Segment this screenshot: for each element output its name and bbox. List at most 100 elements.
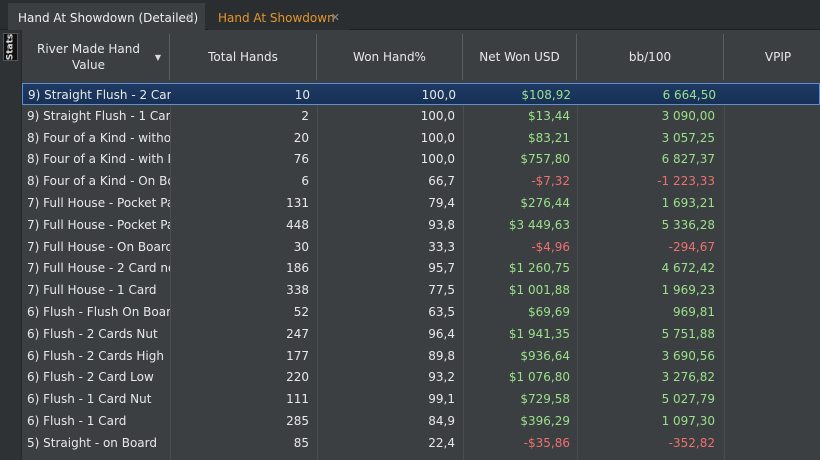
close-icon[interactable]: ✕	[330, 11, 340, 24]
sort-down-icon[interactable]: ▼	[154, 53, 161, 62]
tab-label: Hand At Showdown (Detailed)	[18, 10, 199, 25]
table-row[interactable]: 6) Flush - 2 Card Low 220 93,2 $1 076,80 3 2…	[22, 366, 820, 388]
bb-100-cell: 1 097,30	[661, 414, 715, 428]
net-won-cell: $13,44	[528, 108, 570, 123]
won-hand-pct-cell: 84,9	[428, 414, 455, 428]
total-hands-cell: 220	[286, 370, 309, 385]
column-header-bb-100[interactable]: bb/100	[577, 34, 724, 80]
total-hands-cell: 448	[286, 217, 309, 232]
net-won-cell: $3 449,63	[508, 217, 570, 232]
hand-value-cell: 8) Four of a Kind - with Pocket Pair	[27, 152, 170, 167]
bb-100-cell: -352,82	[668, 435, 715, 450]
bb-100-cell: 5 751,88	[661, 326, 715, 341]
net-won-cell: $936,64	[520, 348, 570, 363]
hand-value-cell: 6) Flush - 1 Card	[27, 414, 127, 428]
hand-value-cell: 6) Flush - 2 Cards Nut	[27, 326, 158, 341]
column-header-total-hands[interactable]: Total Hands	[170, 34, 317, 80]
table-row[interactable]: 6) Flush - Flush On Board 52 63,5 $69,69 969…	[22, 301, 820, 323]
table-row[interactable]: 8) Four of a Kind - with Pocket Pair 76 10…	[22, 148, 820, 170]
won-hand-pct-cell: 66,7	[428, 174, 455, 189]
table-row[interactable]: 6) Flush - 2 Cards High 177 89,8 $936,64 3 6…	[22, 345, 820, 367]
net-won-cell: $396,29	[520, 414, 570, 428]
won-hand-pct-cell: 100,0	[420, 130, 455, 145]
table-header: River Made Hand Value ▼ Total Hands Won …	[22, 34, 820, 80]
column-header-won-hand-pct[interactable]: Won Hand%	[317, 34, 463, 80]
net-won-cell: -$35,86	[523, 435, 570, 450]
column-header-label: Total Hands	[208, 50, 278, 64]
net-won-cell: $729,58	[520, 392, 570, 407]
table-row[interactable]: 7) Full House - 1 Card 338 77,5 $1 001,88 1 …	[22, 279, 820, 301]
tab-label: Hand At Showdown	[218, 10, 335, 25]
total-hands-cell: 247	[286, 326, 309, 341]
won-hand-pct-cell: 89,8	[428, 348, 455, 363]
bb-100-cell: 5 336,28	[661, 217, 715, 232]
tab-hand-at-showdown-detailed[interactable]: Hand At Showdown (Detailed) ✕	[8, 3, 205, 30]
column-header-label: VPIP	[764, 50, 792, 64]
net-won-cell: $757,80	[520, 152, 570, 167]
net-won-cell: $1 001,88	[508, 283, 570, 298]
table-row[interactable]: 6) Flush - 1 Card 285 84,9 $396,29 1 097,30	[22, 410, 820, 432]
won-hand-pct-cell: 79,4	[428, 196, 455, 210]
hand-value-cell: 7) Full House - 1 Card	[27, 283, 157, 298]
bb-100-cell: 5 027,79	[661, 392, 715, 407]
column-divider	[170, 83, 171, 460]
table-row[interactable]: 9) Straight Flush - 1 Card 2 100,0 $13,44 3 …	[22, 105, 820, 127]
column-divider	[577, 83, 578, 460]
stats-table-body: 9) Straight Flush - 2 Cards 10 100,0 $108,9…	[22, 83, 820, 460]
won-hand-pct-cell: 95,7	[428, 261, 455, 276]
bb-100-cell: -1 223,33	[657, 174, 715, 189]
table-row[interactable]: 7) Full House - On Board 30 33,3 -$4,96 -294…	[22, 236, 820, 258]
net-won-cell: $1 941,35	[508, 326, 570, 341]
won-hand-pct-cell: 99,1	[428, 392, 455, 407]
total-hands-cell: 186	[286, 261, 309, 276]
column-header-label: Won Hand%	[353, 50, 426, 64]
total-hands-cell: 6	[301, 174, 309, 189]
bb-100-cell: 3 276,82	[661, 370, 715, 385]
column-divider	[463, 83, 464, 460]
won-hand-pct-cell: 100,0	[420, 108, 455, 123]
bb-100-cell: 3 057,25	[661, 130, 715, 145]
column-header-net-won-usd[interactable]: Net Won USD	[463, 34, 577, 80]
net-won-cell: -$4,96	[531, 239, 570, 254]
net-won-cell: $276,44	[520, 196, 570, 210]
column-header-river-made-hand-value[interactable]: River Made Hand Value ▼	[22, 34, 170, 80]
total-hands-cell: 20	[293, 130, 309, 145]
table-row[interactable]: 6) Flush - 1 Card Nut 111 99,1 $729,58 5 027…	[22, 388, 820, 410]
net-won-cell: $1 076,80	[508, 370, 570, 385]
total-hands-cell: 285	[286, 414, 309, 428]
bb-100-cell: -294,67	[668, 239, 715, 254]
stats-sidebar	[0, 30, 22, 460]
won-hand-pct-cell: 63,5	[428, 305, 455, 319]
table-row[interactable]: 8) Four of a Kind - On Board 6 66,7 -$7,32 -…	[22, 170, 820, 192]
hand-value-cell: 6) Flush - Flush On Board	[27, 305, 170, 319]
table-row[interactable]: 9) Straight Flush - 2 Cards 10 100,0 $108,9…	[22, 83, 820, 105]
table-row[interactable]: 7) Full House - 2 Card no Pocket Pair 186…	[22, 257, 820, 279]
column-divider	[724, 83, 725, 460]
won-hand-pct-cell: 22,4	[428, 435, 455, 450]
tab-hand-at-showdown[interactable]: Hand At Showdown ✕	[208, 3, 350, 30]
total-hands-cell: 111	[286, 392, 309, 407]
column-header-label: River Made Hand Value	[36, 42, 141, 72]
won-hand-pct-cell: 33,3	[428, 239, 455, 254]
hand-value-cell: 6) Flush - 1 Card Nut	[27, 392, 152, 407]
won-hand-pct-cell: 93,2	[428, 370, 455, 385]
net-won-cell: $1 260,75	[508, 261, 570, 276]
hand-value-cell: 7) Full House - On Board	[27, 239, 170, 254]
stats-toggle-button[interactable]: Stats	[3, 33, 18, 61]
column-header-vpip[interactable]: VPIP	[724, 34, 820, 80]
hand-value-cell: 8) Four of a Kind - without Pocket Pair	[27, 130, 170, 145]
bb-100-cell: 1 693,21	[661, 196, 715, 210]
table-row[interactable]: 5) Straight - on Board 85 22,4 -$35,86 -352,…	[22, 432, 820, 454]
hand-value-cell: 6) Flush - 2 Card Low	[27, 370, 154, 385]
hand-value-cell: 7) Full House - Pocket Pair Trips	[27, 196, 170, 210]
table-row[interactable]: 8) Four of a Kind - without Pocket Pair 2…	[22, 127, 820, 149]
bb-100-cell: 1 969,23	[661, 283, 715, 298]
total-hands-cell: 2	[301, 108, 309, 123]
close-icon[interactable]: ✕	[185, 11, 195, 24]
table-row[interactable]: 6) Flush - 2 Cards Nut 247 96,4 $1 941,35 5 …	[22, 323, 820, 345]
table-row[interactable]: 7) Full House - Pocket Pair no Trips 448 9…	[22, 214, 820, 236]
hand-value-cell: 8) Four of a Kind - On Board	[27, 174, 170, 189]
hand-value-cell: 6) Flush - 2 Cards High	[27, 348, 164, 363]
table-row[interactable]: 7) Full House - Pocket Pair Trips 131 79,4…	[22, 192, 820, 214]
bb-100-cell: 4 672,42	[661, 261, 715, 276]
